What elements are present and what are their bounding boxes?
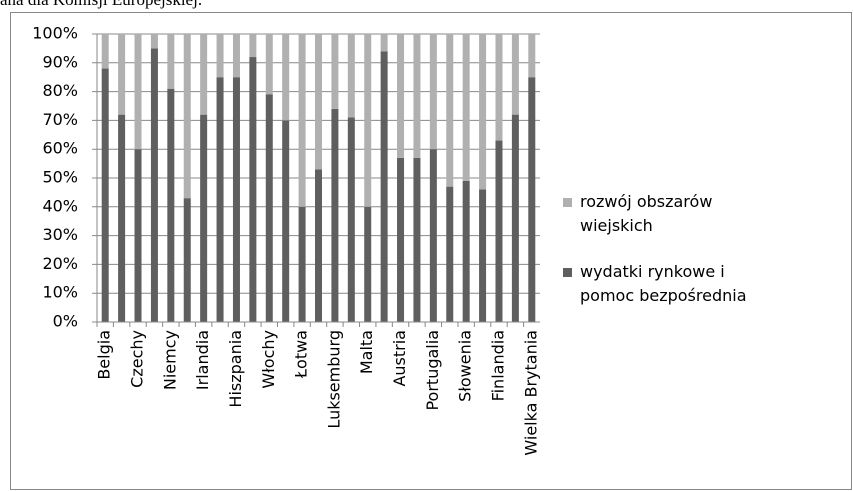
bar-segment xyxy=(429,34,437,150)
bar-segment xyxy=(331,34,339,109)
y-tick-label: 100% xyxy=(32,24,78,43)
bar-segment xyxy=(134,34,142,150)
bar-segment xyxy=(249,34,257,58)
bar-segment xyxy=(495,34,503,141)
y-tick-label: 10% xyxy=(42,283,78,302)
y-tick-label: 70% xyxy=(42,110,78,129)
bar-segment xyxy=(249,57,257,322)
y-tick-label: 90% xyxy=(42,52,78,71)
caption: ana dla Komisji Europejskiej. xyxy=(0,0,202,9)
y-tick-label: 50% xyxy=(42,168,78,187)
legend-swatch xyxy=(563,198,572,207)
x-tick-label: Luksemburg xyxy=(324,330,343,429)
y-tick-label: 20% xyxy=(42,254,78,273)
x-tick-label: Włochy xyxy=(259,330,278,389)
bar-segment xyxy=(200,34,208,115)
bar-segment xyxy=(232,34,240,78)
bar-segment xyxy=(200,114,208,322)
legend-item: wydatki rynkowe i pomoc bezpośrednia xyxy=(558,260,818,308)
bar-segment xyxy=(167,88,175,322)
bar-segment xyxy=(118,114,126,322)
legend-label: rozwój obszarów wiejskich xyxy=(580,192,713,235)
bar-segment xyxy=(298,34,306,207)
bar-segment xyxy=(134,149,142,322)
x-tick-label: Niemcy xyxy=(160,330,179,390)
bar-segment xyxy=(101,68,109,322)
bar-segment xyxy=(479,189,487,322)
bar-segment xyxy=(150,48,158,323)
bar-segment xyxy=(511,114,519,322)
bar-segment xyxy=(216,77,224,322)
bar-segment xyxy=(298,206,306,322)
x-tick-label: Słowenia xyxy=(456,330,475,402)
bar-segment xyxy=(462,180,470,322)
bar-segment xyxy=(167,34,175,89)
bar-segment xyxy=(331,108,339,322)
bar-segment xyxy=(183,34,191,199)
bar-segment xyxy=(462,34,470,181)
bar-segment xyxy=(364,34,372,207)
legend-swatch xyxy=(563,268,572,277)
y-tick-label: 0% xyxy=(53,312,78,331)
bar-segment xyxy=(528,77,536,322)
bar-segment xyxy=(101,34,109,69)
bar-segment xyxy=(511,34,519,115)
legend-item: rozwój obszarów wiejskich xyxy=(558,190,818,238)
bar-segment xyxy=(528,34,536,78)
bar-segment xyxy=(315,169,322,322)
x-tick-label: Łotwa xyxy=(292,330,311,379)
x-tick-label: Irlandia xyxy=(193,330,212,390)
y-tick-label: 60% xyxy=(42,139,78,158)
bar-segment xyxy=(446,186,454,322)
bar-segment xyxy=(380,51,388,322)
x-tick-label: Finlandia xyxy=(488,330,507,401)
x-tick-label: Wielka Brytania xyxy=(521,330,540,456)
bar-segment xyxy=(118,34,126,115)
bar-segment xyxy=(397,157,405,322)
bar-segment xyxy=(216,34,224,78)
bar-segment xyxy=(347,34,355,118)
y-tick-label: 30% xyxy=(42,225,78,244)
x-tick-label: Hiszpania xyxy=(226,330,245,408)
x-tick-label: Czechy xyxy=(128,330,147,388)
bar-segment xyxy=(315,34,322,170)
bar-segment xyxy=(495,140,503,322)
bar-segment xyxy=(479,34,487,190)
x-tick-label: Malta xyxy=(357,330,376,374)
bar-segment xyxy=(364,206,372,322)
y-tick-label: 80% xyxy=(42,81,78,100)
bar-segment xyxy=(232,77,240,322)
bar-segment xyxy=(413,34,421,158)
bar-segment xyxy=(429,149,437,322)
x-tick-label: Portugalia xyxy=(423,330,442,411)
bar-segment xyxy=(265,34,273,95)
bar-segment xyxy=(446,34,454,187)
bar-segment xyxy=(380,34,388,52)
bar-segment xyxy=(183,198,191,322)
x-tick-label: Belgia xyxy=(95,330,114,380)
bar-segment xyxy=(150,34,158,49)
bar-segment xyxy=(347,117,355,323)
bar-segment xyxy=(397,34,405,158)
legend-label: wydatki rynkowe i pomoc bezpośrednia xyxy=(580,262,747,305)
legend: rozwój obszarów wiejskich wydatki rynkowe… xyxy=(558,190,818,330)
bar-segment xyxy=(413,157,421,322)
x-tick-label: Austria xyxy=(390,330,409,387)
bar-segment xyxy=(282,120,290,323)
bar-segment xyxy=(282,34,290,121)
y-tick-label: 40% xyxy=(42,196,78,215)
bar-segment xyxy=(265,94,273,322)
